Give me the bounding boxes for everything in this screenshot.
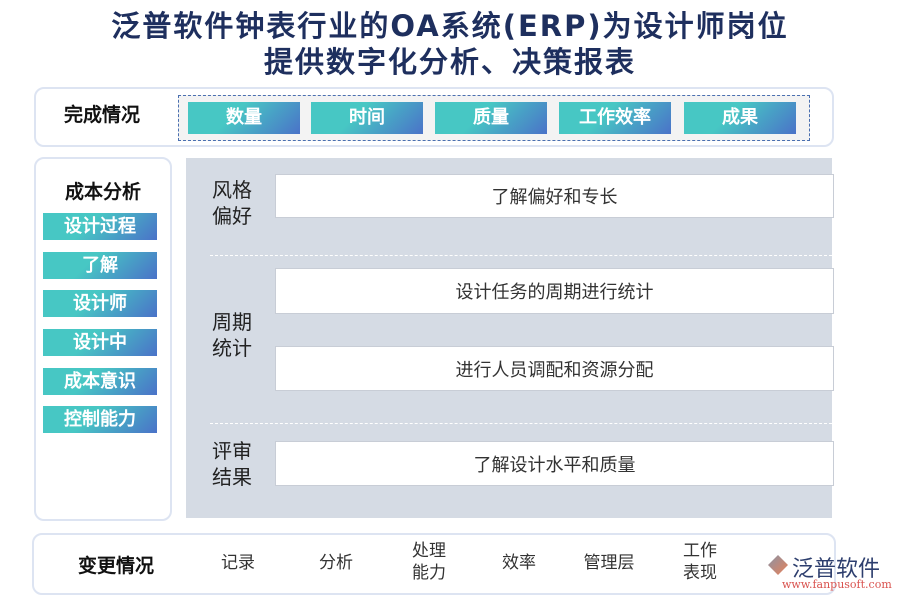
change-item: 处理能力 xyxy=(412,541,446,583)
cost-item: 控制能力 xyxy=(43,406,157,433)
row: 了解设计水平和质量 xyxy=(275,441,834,486)
cost-item: 设计过程 xyxy=(43,213,157,240)
completion-item: 质量 xyxy=(435,102,547,134)
completion-label: 完成情况 xyxy=(64,104,141,126)
group-label: 周期统计 xyxy=(212,310,252,360)
divider xyxy=(210,255,832,256)
completion-item: 成果 xyxy=(684,102,796,134)
changes-label: 变更情况 xyxy=(78,555,155,577)
cost-label: 成本分析 xyxy=(64,181,141,203)
changes-panel xyxy=(32,533,836,595)
change-item: 工作表现 xyxy=(683,541,717,583)
row: 了解偏好和专长 xyxy=(275,174,834,218)
completion-item: 工作效率 xyxy=(559,102,671,134)
logo-icon xyxy=(768,555,788,575)
row: 进行人员调配和资源分配 xyxy=(275,346,834,391)
group-label: 风格偏好 xyxy=(212,178,252,228)
group-label: 评审结果 xyxy=(212,439,252,489)
change-item: 分析 xyxy=(319,553,353,573)
change-item: 记录 xyxy=(221,553,255,573)
cost-item: 设计师 xyxy=(43,290,157,317)
completion-item: 数量 xyxy=(188,102,300,134)
cost-item: 成本意识 xyxy=(43,368,157,395)
change-item: 管理层 xyxy=(583,553,635,573)
completion-item: 时间 xyxy=(311,102,423,134)
title-line2: 提供数字化分析、决策报表 xyxy=(263,45,636,79)
divider xyxy=(210,423,832,424)
logo-url: www.fanpusoft.com xyxy=(782,578,892,591)
logo-name: 泛普软件 xyxy=(792,557,881,582)
cost-item: 设计中 xyxy=(43,329,157,356)
row: 设计任务的周期进行统计 xyxy=(275,268,834,314)
cost-item: 了解 xyxy=(43,252,157,279)
title-line1: 泛普软件钟表行业的OA系统(ERP)为设计师岗位 xyxy=(111,9,789,43)
change-item: 效率 xyxy=(502,553,536,573)
